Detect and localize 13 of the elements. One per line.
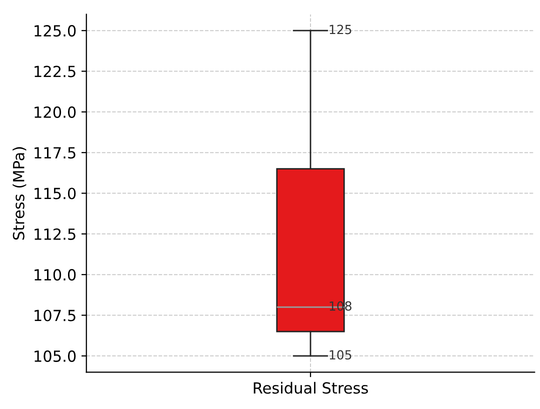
x-tick-label: Residual Stress (254, 382, 368, 394)
y-tick-label: 105.0 (34, 350, 76, 362)
y-tick-label: 110.0 (34, 269, 76, 281)
y-tick-label: 115.0 (34, 188, 76, 200)
y-tick-label: 112.5 (34, 228, 76, 240)
y-tick-label: 120.0 (34, 106, 76, 118)
annotation: 105 (330, 350, 352, 360)
y-tick-label: 122.5 (34, 66, 76, 78)
y-axis-title: Stress (MPa) (12, 147, 26, 240)
y-tick-label: 117.5 (34, 147, 76, 159)
y-tick-label: 107.5 (34, 310, 76, 322)
y-tick-label: 125.0 (34, 25, 76, 37)
annotation: 125 (330, 24, 352, 34)
